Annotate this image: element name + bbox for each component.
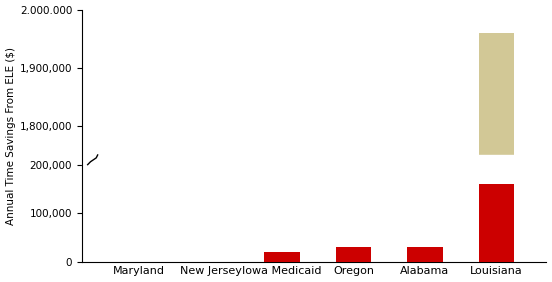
Bar: [336, 247, 371, 262]
Bar: [479, 33, 514, 155]
Bar: [479, 184, 514, 262]
Bar: [407, 247, 443, 262]
Bar: [264, 252, 300, 262]
Bar: [82, 155, 546, 165]
Y-axis label: Annual Time Savings From ELE ($): Annual Time Savings From ELE ($): [6, 47, 15, 224]
